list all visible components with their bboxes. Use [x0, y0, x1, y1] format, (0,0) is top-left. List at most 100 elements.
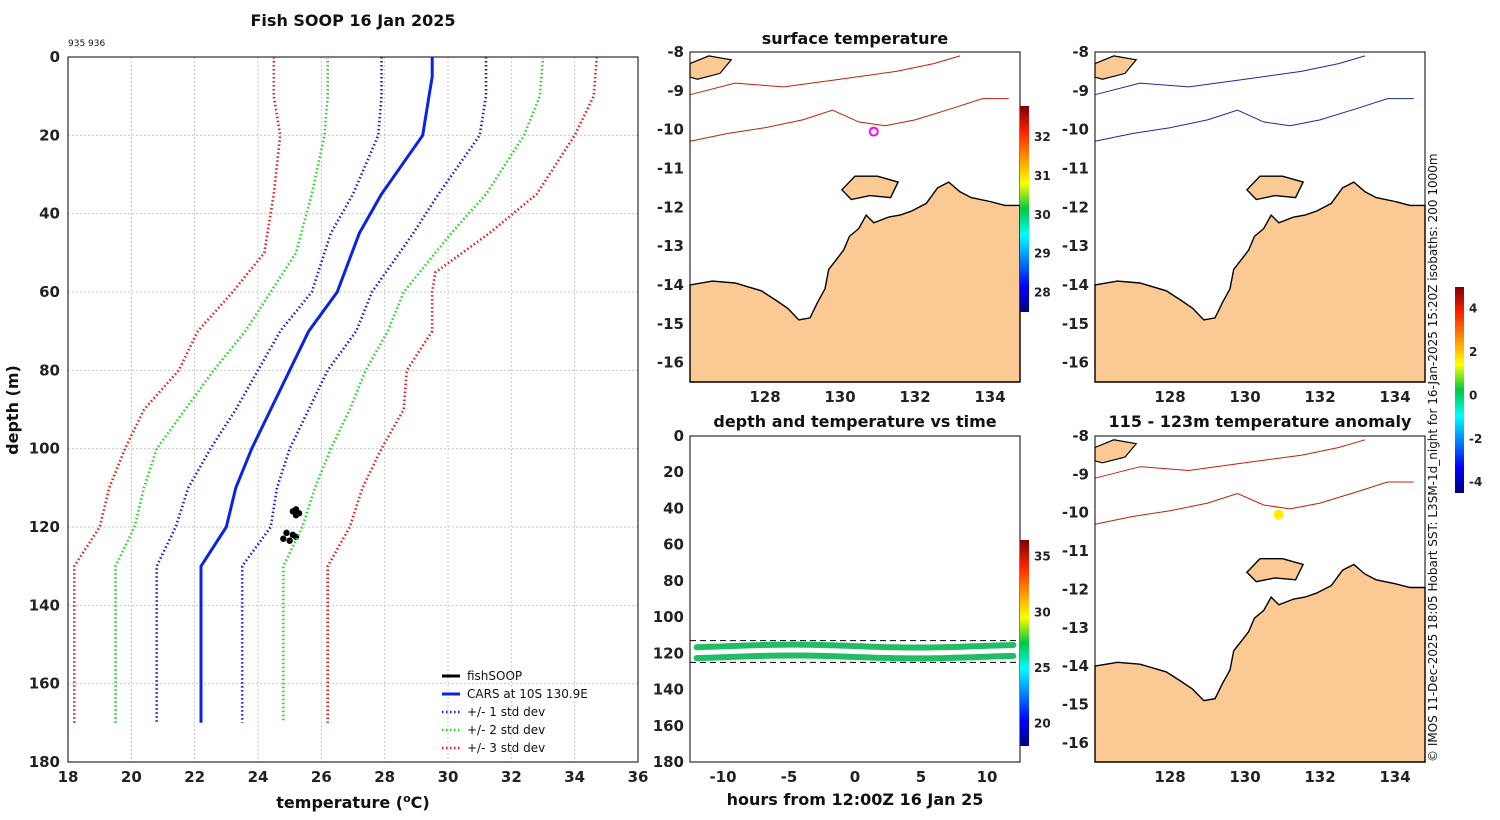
map-x-tick: 132	[1304, 388, 1335, 406]
map-y-tick: -16	[1062, 734, 1089, 752]
map-y-tick: -11	[1062, 159, 1089, 177]
map-x-tick: 132	[899, 388, 930, 406]
surface-temp-title: surface temperature	[762, 29, 949, 48]
map-x-tick: 134	[1379, 768, 1410, 786]
fishsoop-point	[280, 535, 287, 542]
depth-band	[693, 641, 1017, 651]
upper-right-map: 128 130 132 134 -8 -9 -10 -11 -12 -13 -14 -15 -16	[1062, 43, 1426, 406]
profile-x-tick: 36	[628, 768, 649, 786]
isobath-200m	[1094, 481, 1414, 525]
map-y-tick: -12	[657, 198, 684, 216]
map-y-tick: -14	[657, 276, 684, 294]
anomaly-title: 115 - 123m temperature anomaly	[1109, 412, 1412, 431]
map-y-tick: -9	[1072, 82, 1089, 100]
series-line-7	[326, 57, 599, 723]
time-y-tick: 60	[663, 536, 684, 554]
profile-x-tick: 26	[311, 768, 332, 786]
legend-label-0: fishSOOP	[467, 669, 522, 683]
profile-y-ticks: 0 20 40 60 80 100 120 140 160 180	[29, 48, 60, 771]
colorbar-tick: 2	[1469, 345, 1477, 359]
time-y-tick: 0	[674, 427, 684, 445]
isobath-1000m	[1094, 55, 1366, 96]
legend-label-2: +/- 1 std dev	[467, 705, 545, 719]
time-x-tick: -5	[781, 768, 798, 786]
colorbar-tick: 28	[1034, 286, 1051, 300]
time-y-tick: 40	[663, 499, 684, 517]
map-y-tick: -10	[657, 121, 684, 139]
profile-y-label: depth (m)	[3, 365, 22, 455]
map-y-tick: -12	[1062, 580, 1089, 598]
anomaly-map: 115 - 123m temperature anomaly 128 130 132…	[1062, 287, 1482, 786]
attribution-text: © IMOS 11-Dec-2025 18:05 Hobart SST: L3S…	[1426, 153, 1440, 762]
map-y-tick: -13	[1062, 619, 1089, 637]
series-line-1	[199, 57, 434, 723]
anomaly-map-body: 128 130 132 134 -8 -9 -10 -11 -12 -13 -14 -15 -16	[1062, 427, 1426, 786]
profile-title: Fish SOOP 16 Jan 2025	[251, 11, 456, 30]
time-x-tick: 10	[977, 768, 998, 786]
time-y-tick: 80	[663, 572, 684, 590]
surface-colorbar	[1020, 106, 1029, 312]
profile-y-tick: 0	[50, 48, 60, 66]
legend-label-3: +/- 2 std dev	[467, 723, 545, 737]
map-y-tick: -12	[1062, 198, 1089, 216]
time-y-tick: 160	[653, 717, 684, 735]
profile-y-tick: 180	[29, 753, 60, 771]
profile-x-tick: 20	[121, 768, 142, 786]
surface-temperature-map: surface temperature 128 130 132 134 -8 -9 -10 -…	[657, 29, 1051, 406]
profile-series	[73, 57, 599, 723]
map-x-tick: 130	[1229, 388, 1260, 406]
anomaly-colorbar-ticks: -4 -2 0 2 4	[1469, 302, 1482, 489]
profile-y-tick: 20	[39, 126, 60, 144]
colorbar-tick: 29	[1034, 247, 1051, 261]
map-y-tick: -8	[1072, 43, 1089, 61]
land-tiwi-islands	[1245, 175, 1305, 201]
colorbar-tick: 20	[1034, 717, 1051, 731]
profile-x-tick: 32	[501, 768, 522, 786]
time-x-tick: 0	[850, 768, 860, 786]
time-y-tick: 120	[653, 644, 684, 662]
map-x-tick: 132	[1304, 768, 1335, 786]
time-x-tick: -10	[709, 768, 736, 786]
series-line-6	[73, 57, 282, 723]
map-x-tick: 128	[749, 388, 780, 406]
profile-x-tick: 28	[374, 768, 395, 786]
map-x-tick: 130	[1229, 768, 1260, 786]
profile-x-label: temperature (oC)	[276, 792, 429, 812]
profile-x-ticks: 18 20 22 24 26 28 30 32 34 36	[58, 768, 649, 786]
map-x-tick: 130	[824, 388, 855, 406]
depth-band	[693, 652, 1017, 662]
land-mainland	[1094, 563, 1426, 763]
profile-x-tick: 30	[438, 768, 459, 786]
profile-axes-box	[67, 56, 639, 763]
fishsoop-point	[286, 537, 293, 544]
profile-x-tick: 18	[58, 768, 79, 786]
colorbar-tick: 35	[1034, 550, 1051, 564]
map-y-tick: -9	[667, 82, 684, 100]
map-x-tick: 128	[1154, 388, 1185, 406]
colorbar-tick: -4	[1469, 475, 1482, 489]
surface-map-body: 128 130 132 134 -8 -9 -10 -11 -12 -13 -14 -15 -16	[657, 43, 1021, 406]
colorbar-tick: -2	[1469, 432, 1482, 446]
map-y-tick: -16	[657, 354, 684, 372]
map-y-tick: -13	[657, 237, 684, 255]
series-line-2	[155, 57, 383, 723]
series-line-3	[240, 57, 488, 723]
map-frame	[1094, 435, 1426, 763]
depth-time-title: depth and temperature vs time	[713, 412, 996, 431]
map-y-tick: -11	[1062, 542, 1089, 560]
profile-y-tick: 80	[39, 361, 60, 379]
profile-y-tick: 40	[39, 205, 60, 223]
map-y-tick: -9	[1072, 465, 1089, 483]
map-x-tick: 128	[1154, 768, 1185, 786]
map-y-tick: -15	[1062, 315, 1089, 333]
map-frame	[1094, 51, 1426, 383]
profile-grid	[68, 57, 638, 762]
colorbar-tick: 31	[1034, 169, 1051, 183]
time-y-tick: 140	[653, 681, 684, 699]
profile-y-tick: 100	[29, 440, 60, 458]
series-line-5	[282, 57, 545, 723]
land-mainland	[1094, 181, 1426, 383]
fishsoop-point	[292, 512, 300, 519]
map-y-tick: -15	[1062, 695, 1089, 713]
